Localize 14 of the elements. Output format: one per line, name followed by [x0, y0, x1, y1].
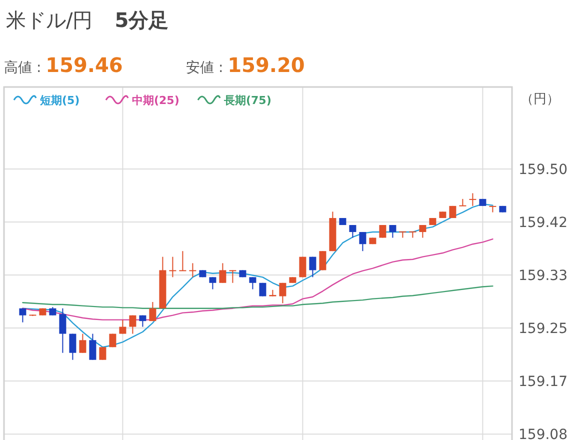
- y-tick-label: 159.50: [518, 162, 568, 178]
- y-axis-title: （円）: [520, 92, 560, 107]
- chart-subtitle: 5分足: [114, 8, 169, 32]
- legend-label: 中期(25): [132, 94, 180, 107]
- legend-label: 長期(75): [223, 94, 272, 107]
- y-tick-label: 159.33: [518, 268, 568, 284]
- text: 高値 : 159.46: [4, 53, 123, 77]
- legend-label: 短期(5): [39, 94, 80, 107]
- chart-title: 米ドル/円: [6, 8, 93, 32]
- y-tick-label: 159.42: [518, 215, 568, 232]
- y-tick-label: 159.08: [518, 427, 568, 440]
- text: 安値 : 159.20: [186, 53, 305, 77]
- y-tick-label: 159.25: [518, 321, 568, 338]
- y-tick-label: 159.17: [518, 374, 568, 390]
